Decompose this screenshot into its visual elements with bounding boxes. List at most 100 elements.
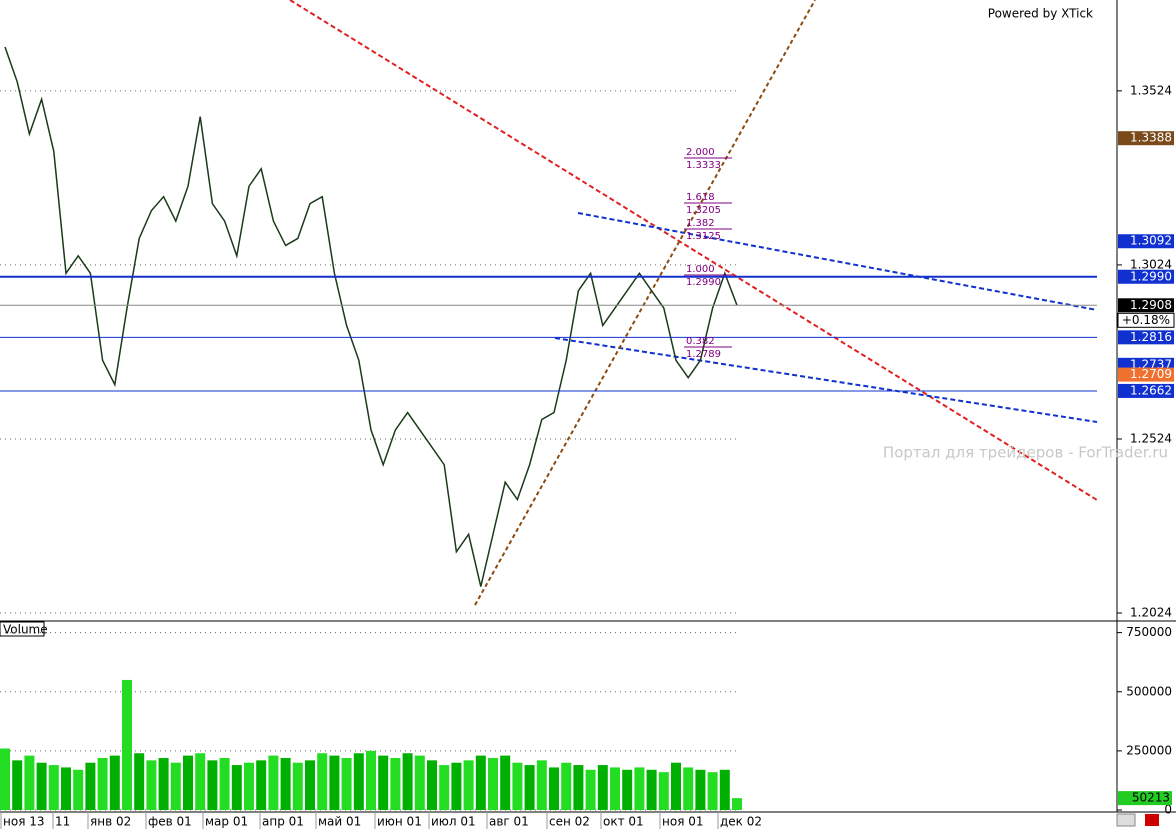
- x-tick-label: апр 01: [262, 815, 304, 829]
- fib-price: 1.3205: [686, 205, 721, 216]
- volume-bar: [671, 762, 681, 810]
- volume-bar: [366, 750, 376, 810]
- level-label: 1.2709: [1130, 367, 1172, 381]
- volume-bar: [24, 755, 35, 810]
- volume-bar: [280, 757, 291, 810]
- volume-bar: [719, 769, 730, 810]
- level-box: [1118, 330, 1174, 345]
- volume-bar: [292, 762, 303, 810]
- watermark: Портал для трейдеров - ForTrader.ru: [883, 444, 1168, 462]
- volume-bar: [97, 757, 108, 810]
- level-box: [1118, 269, 1174, 284]
- x-tick-label: окт 01: [603, 815, 644, 829]
- volume-bar: [12, 760, 23, 810]
- y-tick-label: 1.2524: [1130, 431, 1172, 445]
- icon[interactable]: [1116, 813, 1136, 827]
- change-box: [1117, 312, 1175, 328]
- fib-ratio: 1.000: [686, 264, 715, 275]
- level-box: [1118, 131, 1174, 146]
- volume-bar: [109, 755, 120, 810]
- volume-bar: [268, 755, 279, 810]
- trend-line: [289, 0, 1098, 501]
- x-tick-label: янв 02: [90, 815, 131, 829]
- level-label: 1.3092: [1130, 234, 1172, 248]
- fib-price: 1.3333: [686, 160, 721, 171]
- volume-bar: [597, 765, 608, 810]
- fib-ratio: 0.382: [686, 336, 715, 347]
- icon[interactable]: [1145, 814, 1159, 826]
- y-tick-label: 1.3524: [1130, 83, 1172, 97]
- x-tick-label: июл 01: [431, 815, 476, 829]
- x-tick-label: мар 01: [205, 815, 248, 829]
- volume-bar: [732, 798, 742, 810]
- level-label: 1.2662: [1130, 383, 1172, 397]
- volume-bar: [207, 760, 218, 810]
- level-box: [1118, 367, 1174, 382]
- volume-bar: [170, 762, 181, 810]
- volume-bar: [622, 769, 633, 810]
- credit: Powered by XTick: [988, 7, 1093, 21]
- x-tick-label: ноя 01: [662, 815, 704, 829]
- price-line: [4, 46, 738, 587]
- fib-price: 1.3125: [686, 231, 721, 242]
- last-volume-box: [1118, 791, 1172, 806]
- volume-bar: [463, 760, 474, 810]
- volume-bar: [414, 755, 425, 810]
- trend-line: [474, 0, 816, 606]
- volume-bar: [683, 767, 694, 810]
- y-tick-label: 0: [1164, 803, 1172, 817]
- volume-bar: [634, 767, 645, 810]
- volume-bar: [61, 767, 71, 810]
- change-label: +0.18%: [1122, 313, 1170, 327]
- volume-bar: [195, 753, 206, 810]
- x-tick-label: май 01: [318, 815, 361, 829]
- volume-bar: [427, 760, 437, 810]
- volume-bar: [0, 748, 10, 810]
- volume-bar: [695, 769, 706, 810]
- volume-bar: [585, 769, 596, 810]
- volume-bar: [353, 753, 364, 810]
- volume-bar: [134, 753, 145, 810]
- volume-bar: [219, 757, 230, 810]
- volume-bar: [475, 755, 486, 810]
- channel-line: [554, 337, 1098, 423]
- level-box: [1118, 298, 1174, 313]
- volume-bar: [73, 769, 84, 810]
- volume-bar: [549, 767, 559, 810]
- volume-bar: [439, 765, 450, 810]
- volume-bar: [390, 757, 401, 810]
- level-box: [1118, 383, 1174, 398]
- volume-bar: [378, 755, 389, 810]
- x-tick-label: фев 01: [148, 815, 192, 829]
- fib-ratio: 1.618: [686, 192, 715, 203]
- y-tick-label: 250000: [1126, 743, 1172, 757]
- x-tick-label: сен 02: [549, 815, 590, 829]
- y-tick-label: 500000: [1126, 684, 1172, 698]
- panel-label: Volume: [3, 623, 48, 637]
- x-tick-label: дек 02: [720, 815, 762, 829]
- level-box: [1118, 234, 1174, 249]
- volume-bar: [341, 757, 352, 810]
- level-label: 1.2908: [1130, 298, 1172, 312]
- volume-bar: [329, 755, 340, 810]
- volume-bar: [646, 769, 657, 810]
- x-tick-label: 11: [55, 815, 70, 829]
- volume-bar: [561, 762, 572, 810]
- fib-price: 1.2789: [686, 349, 721, 360]
- level-label: 1.3388: [1130, 131, 1172, 145]
- level-label: 1.2990: [1130, 269, 1172, 283]
- volume-bar: [146, 760, 157, 810]
- volume-bar: [305, 760, 315, 810]
- volume-bar: [573, 765, 584, 810]
- volume-bar: [512, 762, 523, 810]
- x-tick-label: июн 01: [377, 815, 422, 829]
- volume-bar: [488, 757, 498, 810]
- volume-bar: [231, 765, 242, 810]
- x-tick-label: авг 01: [489, 815, 529, 829]
- volume-bar: [524, 765, 535, 810]
- y-tick-label: 1.3024: [1130, 257, 1172, 271]
- volume-bar: [85, 762, 96, 810]
- volume-bar: [658, 772, 669, 810]
